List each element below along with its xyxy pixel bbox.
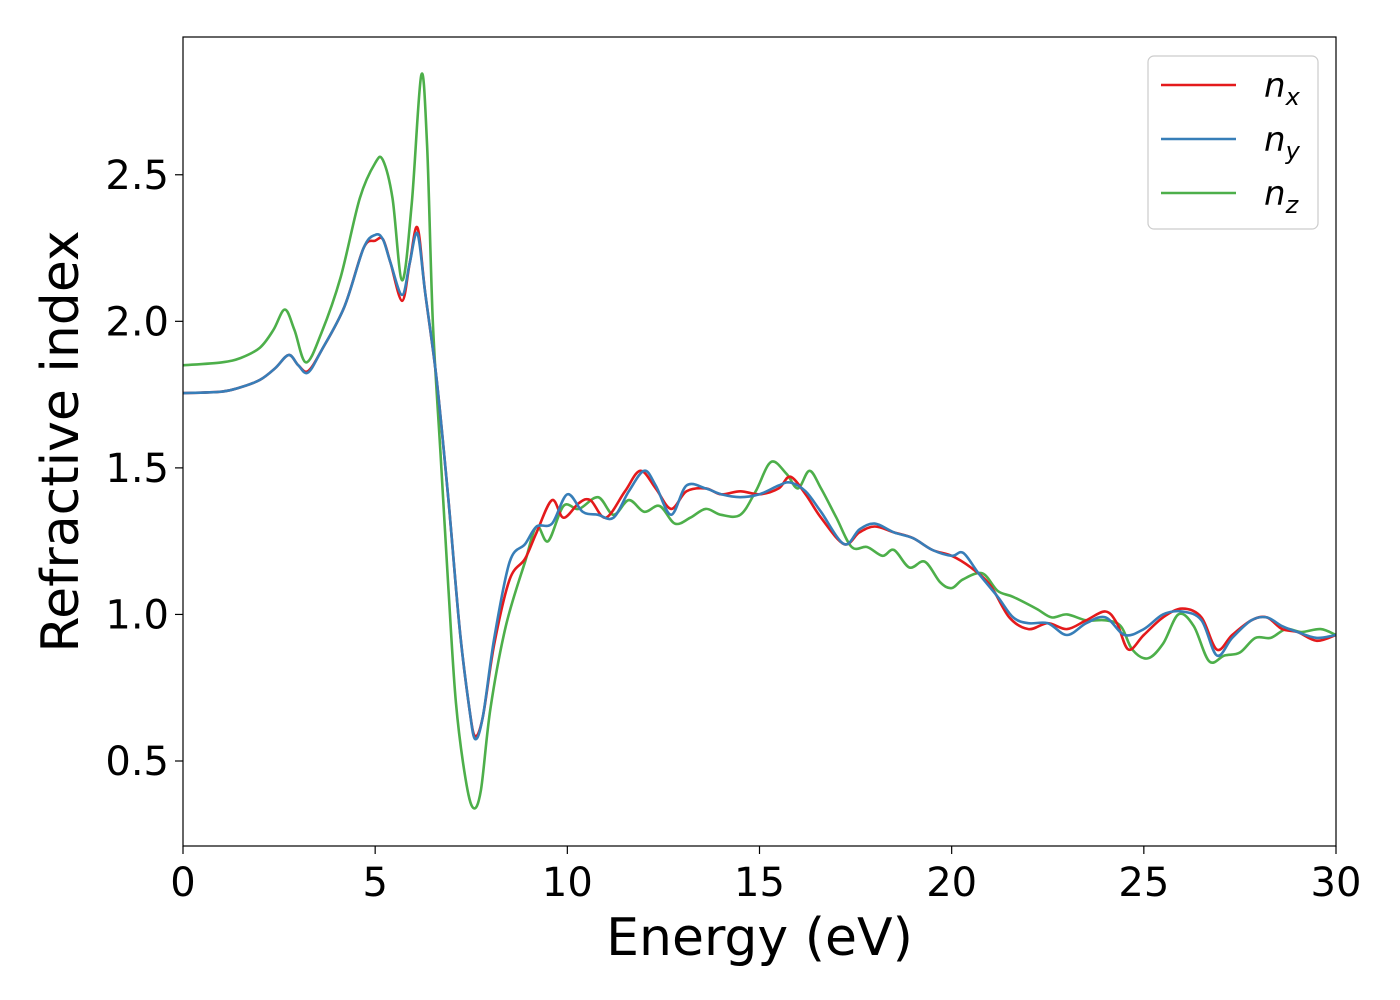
x-tick-label: 10 [542, 860, 593, 906]
legend-box [1147, 55, 1319, 230]
series-layer [183, 72, 1336, 810]
legend-label-main: n [1264, 174, 1286, 214]
x-axis-label: Energy (eV) [606, 908, 913, 968]
y-tick-label: 1.5 [105, 446, 169, 492]
x-tick-label: 15 [734, 860, 785, 906]
legend-label-n_z: nz [1264, 174, 1300, 219]
y-tick-label: 2.5 [105, 153, 169, 199]
x-tick-label: 30 [1311, 860, 1362, 906]
x-axis-ticks: 0 5 10 15 20 25 30 [170, 846, 1361, 906]
y-tick-label: 2.0 [105, 299, 169, 345]
x-tick-label: 0 [170, 860, 195, 906]
legend-label-sub: z [1285, 191, 1300, 219]
x-tick-label: 20 [926, 860, 977, 906]
legend-label-n_x: nx [1264, 66, 1301, 111]
series-line-n_y [183, 231, 1336, 741]
x-tick-label: 25 [1118, 860, 1169, 906]
y-axis-ticks: 0.5 1.0 1.5 2.0 2.5 [105, 153, 183, 785]
x-tick-label: 5 [362, 860, 387, 906]
legend-label-n_y: ny [1264, 120, 1301, 165]
legend-label-sub: x [1285, 83, 1301, 111]
legend-label-sub: y [1285, 137, 1301, 165]
y-tick-label: 0.5 [105, 739, 169, 785]
legend-label-main: n [1264, 120, 1286, 160]
y-axis-label: Refractive index [31, 230, 91, 652]
series-line-n_z [183, 72, 1336, 810]
y-tick-label: 1.0 [105, 592, 169, 638]
legend-label-main: n [1264, 66, 1286, 106]
